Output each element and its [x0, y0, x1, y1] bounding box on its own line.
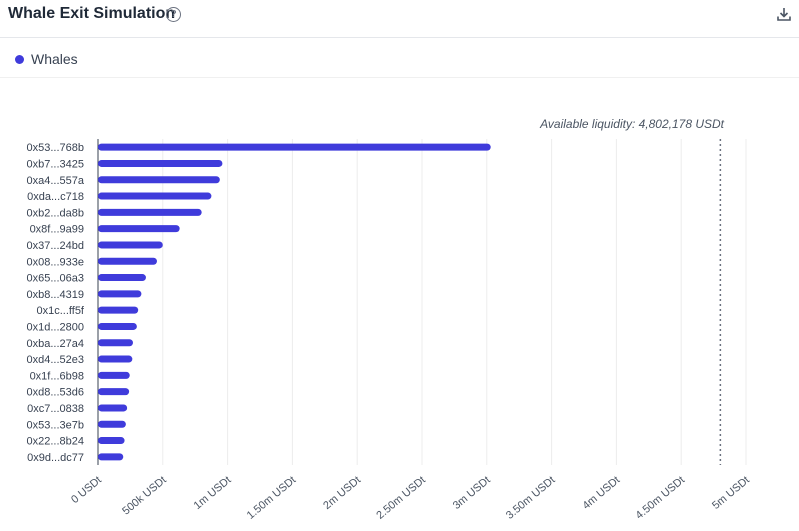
chart-title: Whale Exit Simulation	[8, 5, 176, 22]
bar[interactable]	[98, 290, 142, 298]
y-tick-label: 0x1d...2800	[27, 321, 85, 333]
x-tick-label: 1m USDt	[192, 474, 234, 512]
bar[interactable]	[98, 453, 124, 461]
bar[interactable]	[98, 274, 146, 282]
x-tick-label: 2m USDt	[321, 474, 363, 512]
y-tick-label: 0xa4...557a	[27, 175, 85, 187]
x-tick-label: 0 USDt	[69, 474, 104, 506]
bar[interactable]	[98, 143, 491, 151]
chart-header: Whale Exit Simulation ?	[0, 0, 799, 38]
bar[interactable]	[98, 355, 133, 363]
x-tick-label: 5m USDt	[710, 474, 752, 512]
x-tick-label: 4.50m USDt	[634, 474, 688, 522]
y-tick-label: 0x53...3e7b	[27, 419, 85, 431]
x-tick-label: 3m USDt	[451, 474, 493, 512]
bar[interactable]	[98, 388, 130, 396]
bar[interactable]	[98, 176, 220, 184]
y-tick-label: 0xb8...4319	[27, 289, 85, 301]
bar[interactable]	[98, 322, 137, 330]
bar[interactable]	[98, 241, 163, 249]
y-tick-label: 0xc7...0838	[27, 403, 84, 415]
bar[interactable]	[98, 339, 133, 347]
bar[interactable]	[98, 208, 202, 216]
y-tick-label: 0xda...c718	[27, 191, 84, 203]
y-tick-label: 0x1f...6b98	[30, 370, 84, 382]
x-tick-label: 4m USDt	[580, 474, 622, 512]
y-tick-label: 0x22...8b24	[27, 436, 85, 448]
y-tick-label: 0xba...27a4	[27, 338, 85, 350]
bar[interactable]	[98, 192, 212, 200]
legend-dot-whales[interactable]	[15, 55, 24, 64]
y-tick-label: 0x65...06a3	[27, 273, 85, 285]
y-tick-label: 0xb7...3425	[27, 158, 85, 170]
y-tick-label: 0xd8...53d6	[27, 387, 85, 399]
y-tick-label: 0x1c...ff5f	[37, 305, 85, 317]
x-tick-label: 3.50m USDt	[504, 474, 558, 522]
available-liquidity-label: Available liquidity: 4,802,178 USDt	[540, 117, 724, 131]
y-tick-label: 0xd4...52e3	[27, 354, 85, 366]
bar[interactable]	[98, 371, 130, 379]
bar[interactable]	[98, 404, 128, 412]
y-tick-label: 0x08...933e	[27, 256, 85, 268]
x-tick-label: 2.50m USDt	[374, 474, 428, 522]
download-icon[interactable]	[776, 6, 792, 22]
legend: Whales	[0, 39, 799, 78]
y-tick-label: 0x8f...9a99	[30, 224, 84, 236]
bar[interactable]	[98, 306, 139, 314]
legend-label-whales[interactable]: Whales	[31, 51, 78, 67]
bar[interactable]	[98, 225, 180, 233]
y-tick-label: 0xb2...da8b	[27, 207, 85, 219]
question-circle-icon[interactable]: ?	[166, 7, 181, 22]
bar[interactable]	[98, 437, 125, 445]
y-tick-label: 0x53...768b	[27, 142, 85, 154]
bar[interactable]	[98, 420, 126, 428]
bar[interactable]	[98, 257, 157, 265]
x-tick-label: 500k USDt	[120, 474, 168, 517]
y-tick-label: 0x9d...dc77	[27, 452, 84, 464]
bar[interactable]	[98, 159, 223, 167]
x-tick-label: 1.50m USDt	[245, 474, 299, 522]
y-tick-label: 0x37...24bd	[27, 240, 85, 252]
